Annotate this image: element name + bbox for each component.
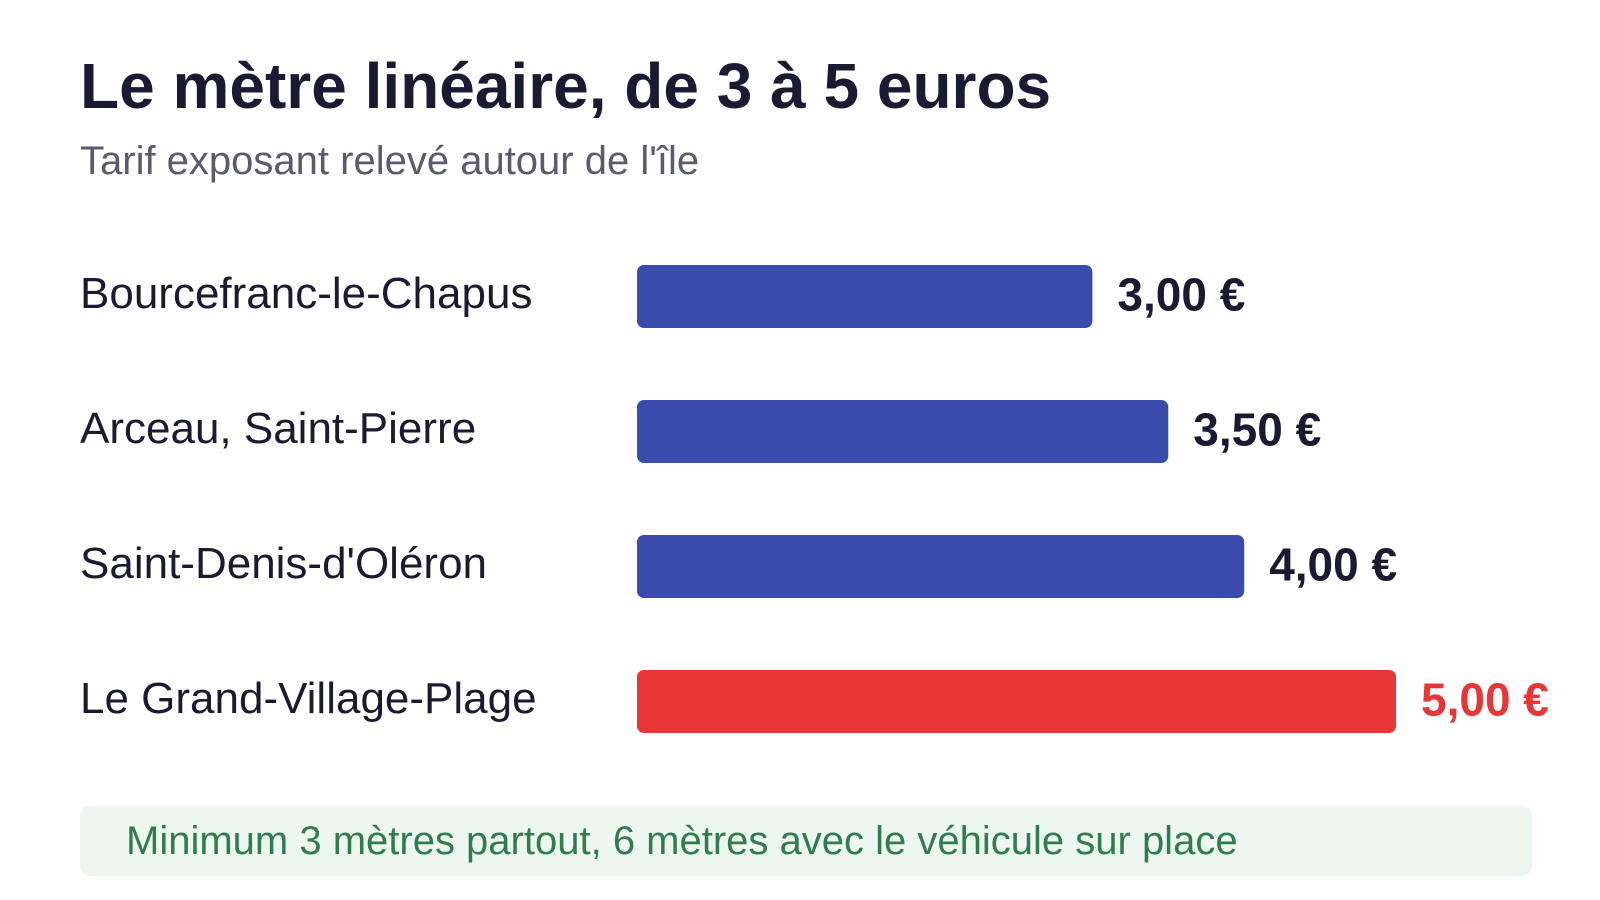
category-label: Saint-Denis-d'Oléron [80, 539, 487, 588]
bar-highlight [637, 670, 1396, 733]
info-note: Minimum 3 mètres partout, 6 mètres avec … [80, 806, 1532, 876]
chart-subtitle: Tarif exposant relevé autour de l'île [80, 139, 700, 183]
value-label: 3,50 € [1193, 404, 1321, 456]
category-label: Bourcefranc-le-Chapus [80, 269, 532, 318]
info-note-text: Minimum 3 mètres partout, 6 mètres avec … [126, 818, 1238, 863]
value-label: 4,00 € [1269, 539, 1397, 591]
category-label: Arceau, Saint-Pierre [80, 404, 476, 453]
value-label: 5,00 € [1421, 674, 1549, 726]
bar [637, 400, 1169, 463]
bar [637, 265, 1093, 328]
bars-layer: Bourcefranc-le-Chapus 3,00 € Arceau, Saint… [80, 265, 1549, 733]
value-label: 3,00 € [1117, 269, 1245, 321]
category-label: Le Grand-Village-Plage [80, 674, 537, 723]
bar [637, 535, 1245, 598]
chart-title: Le mètre linéaire, de 3 à 5 euros [80, 50, 1052, 122]
